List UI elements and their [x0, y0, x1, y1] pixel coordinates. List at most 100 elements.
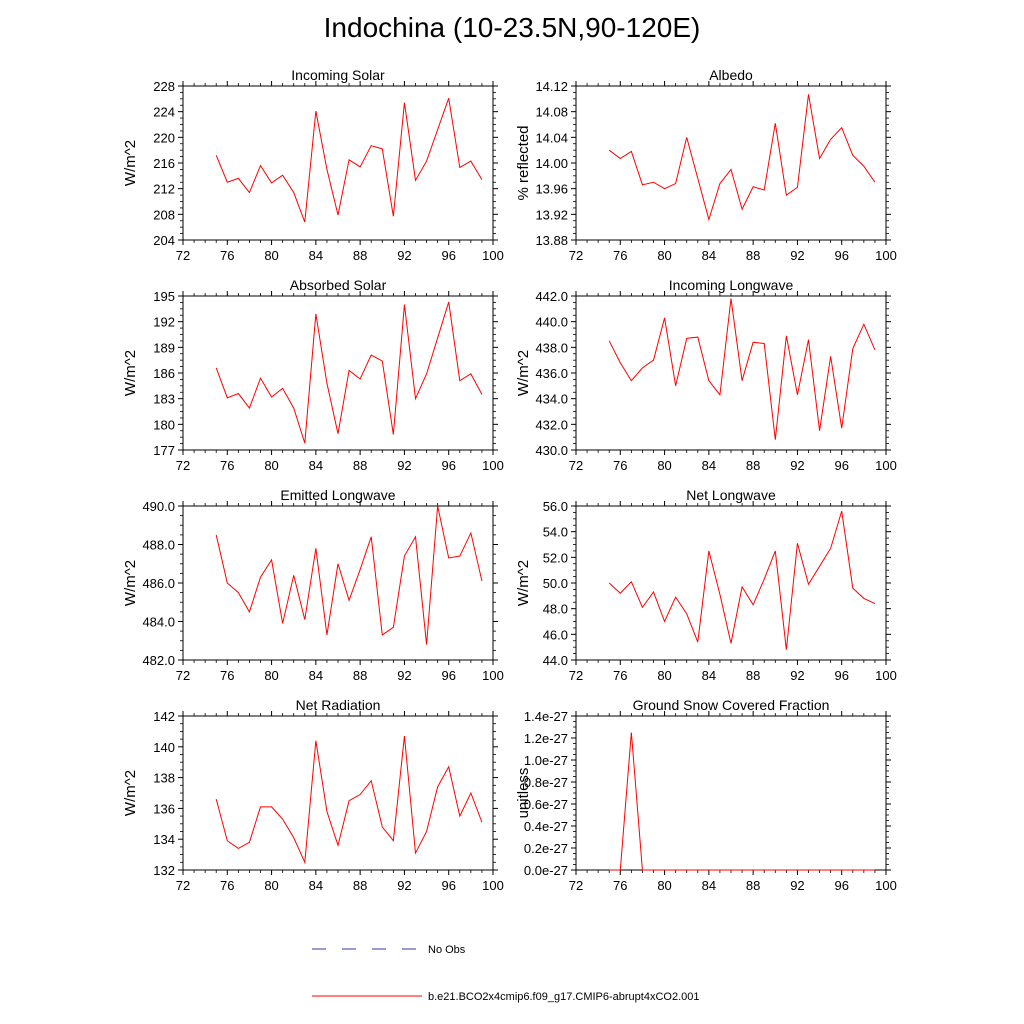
legend-obs-label: No Obs [428, 944, 466, 956]
series-line-net-radiation [215, 735, 483, 865]
y-tick-label: 436.0 [535, 366, 568, 381]
x-tick-label: 72 [176, 458, 190, 473]
x-tick-label: 80 [264, 248, 278, 263]
y-tick-label: 442.0 [535, 289, 568, 304]
x-tick-label: 72 [569, 668, 583, 683]
y-tick-label: 0.6e-27 [524, 797, 568, 812]
y-tick-label: 189 [153, 340, 175, 355]
y-tick-label: 177 [153, 443, 175, 458]
x-tick-label: 84 [702, 668, 716, 683]
chart-albedo: Albedo % reflected 72 76 80 84 88 92 96 100 13.88 1… [515, 67, 897, 263]
y-tick-label: 204 [153, 233, 175, 248]
x-tick-label: 88 [746, 248, 760, 263]
x-tick-label: 88 [746, 458, 760, 473]
series-line-emitted-longwave [215, 505, 483, 645]
y-tick-label: 438.0 [535, 340, 568, 355]
x-tick-label: 80 [657, 878, 671, 893]
page-title: Indochina (10-23.5N,90-120E) [323, 12, 701, 43]
y-tick-label: 0.0e-27 [524, 863, 568, 878]
x-tick-label: 84 [309, 248, 323, 263]
x-tick-label: 92 [790, 878, 804, 893]
x-tick-label: 92 [397, 248, 411, 263]
y-tick-label: 50.0 [543, 576, 568, 591]
x-tick-label: 88 [746, 668, 760, 683]
x-tick-label: 76 [613, 878, 627, 893]
y-tick-label: 224 [153, 105, 175, 120]
x-tick-label: 88 [353, 458, 367, 473]
y-tick-label: 13.96 [535, 182, 568, 197]
chart-title: Net Longwave [686, 487, 776, 503]
y-tick-label: 136 [153, 801, 175, 816]
y-tick-label: 134 [153, 832, 175, 847]
y-tick-label: 186 [153, 366, 175, 381]
chart-title: Net Radiation [296, 697, 381, 713]
y-tick-label: 54.0 [543, 525, 568, 540]
x-tick-label: 96 [441, 248, 455, 263]
y-tick-label: 228 [153, 79, 175, 94]
x-tick-label: 76 [613, 668, 627, 683]
y-tick-label: 180 [153, 417, 175, 432]
series-line-incoming-solar [215, 98, 483, 223]
y-tick-label: 208 [153, 207, 175, 222]
y-tick-label: 140 [153, 740, 175, 755]
x-tick-label: 92 [397, 878, 411, 893]
y-tick-label: 220 [153, 130, 175, 145]
y-tick-label: 142 [153, 709, 175, 724]
y-axis-label: W/m^2 [122, 560, 139, 606]
y-tick-label: 216 [153, 156, 175, 171]
y-tick-label: 52.0 [543, 550, 568, 565]
y-tick-label: 490.0 [142, 499, 175, 514]
x-tick-label: 88 [353, 248, 367, 263]
y-axis-label: W/m^2 [515, 350, 532, 396]
x-tick-label: 88 [746, 878, 760, 893]
plot-frame [182, 85, 494, 241]
x-tick-label: 96 [441, 458, 455, 473]
x-tick-label: 84 [309, 668, 323, 683]
chart-panels: Incoming Solar W/m^2 72 76 80 84 88 92 96 100 204 2… [122, 67, 897, 893]
y-tick-label: 0.2e-27 [524, 841, 568, 856]
y-tick-label: 192 [153, 315, 175, 330]
y-tick-label: 14.04 [535, 130, 568, 145]
y-tick-label: 482.0 [142, 653, 175, 668]
x-tick-label: 76 [220, 248, 234, 263]
x-tick-label: 96 [834, 458, 848, 473]
y-tick-label: 0.8e-27 [524, 775, 568, 790]
y-axis-label: W/m^2 [122, 770, 139, 816]
x-tick-label: 80 [264, 878, 278, 893]
chart-absorbed-solar: Absorbed Solar W/m^2 72 76 80 84 88 92 96 100 177 1… [122, 277, 504, 473]
x-tick-label: 92 [790, 668, 804, 683]
x-tick-label: 72 [569, 878, 583, 893]
x-tick-label: 92 [397, 668, 411, 683]
x-tick-label: 72 [569, 458, 583, 473]
y-tick-label: 488.0 [142, 538, 175, 553]
plot-frame [575, 295, 887, 451]
x-tick-label: 100 [482, 878, 504, 893]
y-tick-label: 138 [153, 771, 175, 786]
y-tick-label: 46.0 [543, 627, 568, 642]
y-tick-label: 0.4e-27 [524, 819, 568, 834]
x-tick-label: 80 [657, 668, 671, 683]
y-tick-label: 1.4e-27 [524, 709, 568, 724]
chart-incoming-longwave: Incoming Longwave W/m^2 72 76 80 84 88 92 96 100 4… [515, 277, 897, 473]
plot-frame [182, 505, 494, 661]
y-tick-label: 14.08 [535, 105, 568, 120]
y-tick-label: 432.0 [535, 417, 568, 432]
x-tick-label: 100 [875, 458, 897, 473]
y-axis-label: unitless [515, 768, 532, 819]
series-line-absorbed-solar [215, 301, 483, 444]
x-tick-label: 72 [176, 668, 190, 683]
y-tick-label: 486.0 [142, 576, 175, 591]
x-tick-label: 84 [702, 458, 716, 473]
y-tick-label: 56.0 [543, 499, 568, 514]
y-tick-label: 440.0 [535, 315, 568, 330]
plot-frame [575, 85, 887, 241]
x-tick-label: 84 [309, 458, 323, 473]
x-tick-label: 80 [264, 668, 278, 683]
chart-title: Incoming Solar [291, 67, 385, 83]
plot-frame [575, 505, 887, 661]
chart-incoming-solar: Incoming Solar W/m^2 72 76 80 84 88 92 96 100 204 2… [122, 67, 504, 263]
y-axis-label: % reflected [515, 125, 532, 200]
y-tick-label: 484.0 [142, 615, 175, 630]
series-line-incoming-longwave [608, 298, 876, 440]
